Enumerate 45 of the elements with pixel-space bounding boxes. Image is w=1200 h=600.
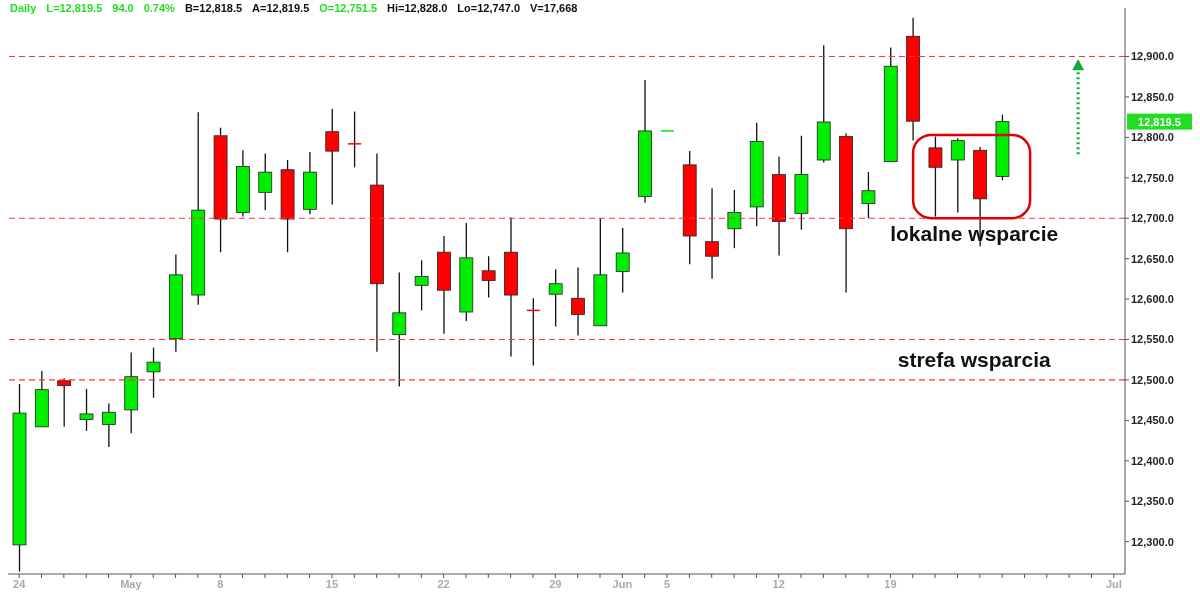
- x-tick-label: Jul: [1105, 577, 1122, 590]
- y-tick-label: 12,850.0: [1131, 90, 1174, 103]
- x-tick-label: 15: [325, 577, 339, 590]
- y-tick-label: 12,550.0: [1131, 333, 1174, 346]
- x-tick-label: 8: [217, 577, 224, 590]
- candlestick: [615, 227, 630, 294]
- y-tick-label: 12,650.0: [1131, 252, 1174, 265]
- text: 12,819.5: [1138, 115, 1181, 128]
- candlestick: [79, 388, 94, 432]
- candlestick: [548, 268, 563, 328]
- x-tick-label: 24: [13, 577, 27, 590]
- candlestick: [481, 255, 496, 299]
- candlestick: [861, 171, 876, 219]
- candlestick: [928, 135, 943, 218]
- candlestick: [101, 402, 116, 448]
- candlestick: [950, 137, 965, 214]
- y-tick-label: 12,750.0: [1131, 171, 1174, 184]
- x-tick-label: 29: [549, 577, 562, 590]
- annotation: strefa wsparcia: [897, 347, 1051, 371]
- candlestick: [347, 110, 362, 168]
- candlestick: [414, 259, 429, 312]
- x-tick-label: Jun: [612, 577, 633, 590]
- x-tick-label: 5: [663, 577, 671, 590]
- x-tick-label: May: [120, 577, 143, 590]
- candlestick: [325, 108, 340, 206]
- x-tick-label: 22: [437, 577, 450, 590]
- y-tick-label: 12,400.0: [1131, 454, 1174, 467]
- y-tick-label: 12,500.0: [1131, 373, 1174, 386]
- candlestick: [258, 152, 273, 211]
- y-tick-label: 12,350.0: [1131, 495, 1174, 508]
- candlestick: [705, 187, 719, 280]
- y-tick-label: 12,600.0: [1131, 292, 1174, 305]
- y-tick-label: 12,450.0: [1131, 414, 1174, 427]
- y-tick-label: 12,700.0: [1131, 212, 1174, 225]
- x-tick-label: 19: [884, 577, 897, 590]
- candlestick: [392, 271, 407, 388]
- x-tick-label: 12: [772, 577, 785, 590]
- candlestick: [571, 266, 585, 337]
- candlestick: [146, 346, 161, 399]
- candlestick: [57, 377, 72, 428]
- y-tick-label: 12,800.0: [1131, 131, 1174, 144]
- candlestick: [727, 189, 742, 249]
- y-tick-label: 12,300.0: [1131, 535, 1174, 548]
- chart-title: Daily L=12,819.5 94.0 0.74% B=12,818.5 A=12,819.5 O=12,751.5 Hi=12,828.0 Lo=12,747.0 V=17,668: [10, 2, 578, 14]
- y-tick-label: 12,900.0: [1131, 50, 1174, 63]
